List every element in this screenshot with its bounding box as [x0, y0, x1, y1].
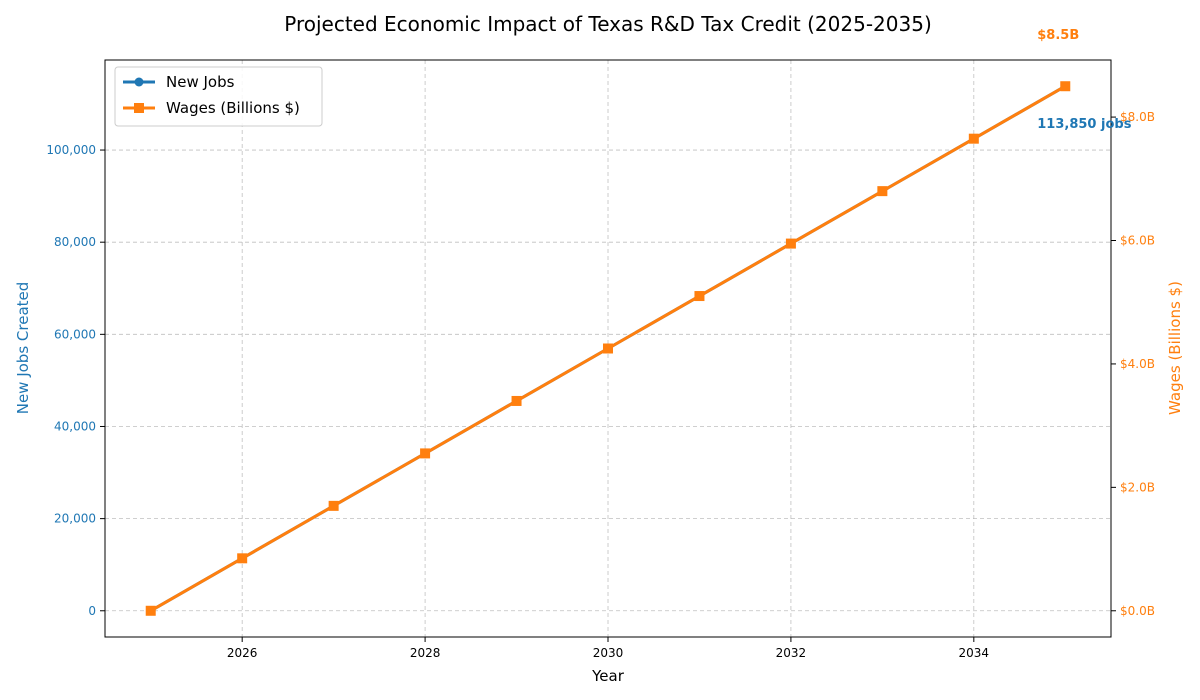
right-y-tick-label: $0.0B [1120, 604, 1155, 618]
data-point [785, 238, 796, 249]
data-point [1060, 81, 1071, 92]
series-wages [145, 81, 1071, 616]
legend-item: Wages (Billions $) [123, 99, 300, 117]
data-point [603, 343, 613, 354]
left-y-tick-label: 80,000 [54, 235, 96, 249]
x-tick-label: 2032 [776, 646, 807, 660]
annotation-jobs: 113,850 jobs [1037, 117, 1131, 132]
left-y-tick-label: 60,000 [54, 327, 96, 341]
x-tick-label: 2026 [227, 646, 258, 660]
right-y-tick-label: $8.0B [1120, 110, 1155, 124]
right-y-tick-label: $2.0B [1120, 480, 1155, 494]
legend-box [114, 66, 323, 127]
series-layer [145, 81, 1071, 616]
legend-item: New Jobs [123, 73, 235, 91]
legend-marker [134, 103, 144, 113]
legend: New Jobs Wages (Billions $) [114, 66, 323, 127]
legend-label: New Jobs [166, 73, 235, 91]
data-point [968, 133, 979, 144]
data-point [145, 605, 156, 616]
left-y-tick-label: 0 [88, 604, 96, 618]
x-axis-label: Year [591, 667, 625, 685]
right-y-axis: $0.0B $2.0B $4.0B $6.0B $8.0B [1111, 110, 1155, 618]
data-point [328, 500, 339, 511]
x-tick-label: 2030 [593, 646, 624, 660]
data-point [694, 291, 705, 302]
data-point [511, 395, 522, 406]
right-y-tick-label: $6.0B [1120, 234, 1155, 248]
x-tick-label: 2034 [959, 646, 990, 660]
x-axis: 2026 2028 2030 2032 2034 [227, 637, 989, 660]
legend-label: Wages (Billions $) [166, 99, 300, 117]
left-y-tick-label: 40,000 [54, 419, 96, 433]
chart-title: Projected Economic Impact of Texas R&D T… [284, 12, 932, 36]
left-y-tick-label: 100,000 [46, 143, 96, 157]
legend-marker [134, 77, 144, 87]
right-y-axis-label: Wages (Billions $) [1166, 281, 1184, 415]
data-point [420, 448, 431, 459]
right-y-tick-label: $4.0B [1120, 357, 1155, 371]
left-y-axis-label: New Jobs Created [14, 282, 32, 415]
left-y-axis: 0 20,000 40,000 60,000 80,000 100,000 [46, 143, 105, 618]
left-y-tick-label: 20,000 [54, 512, 96, 526]
annotations: 113,850 jobs $8.5B [1037, 28, 1131, 132]
data-point [877, 186, 888, 197]
data-point [237, 553, 248, 564]
annotation-wages: $8.5B [1037, 28, 1079, 43]
x-tick-label: 2028 [410, 646, 441, 660]
